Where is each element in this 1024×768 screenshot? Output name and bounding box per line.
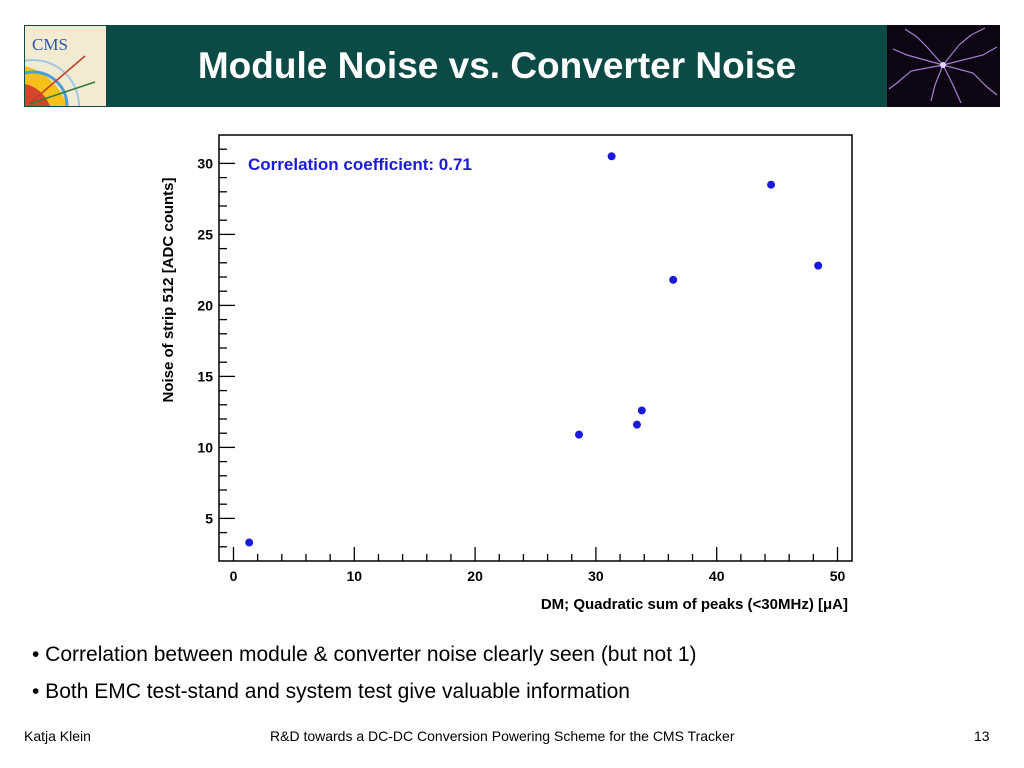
data-point xyxy=(245,538,254,547)
footer-page-number: 13 xyxy=(974,728,990,744)
page-title: Module Noise vs. Converter Noise xyxy=(197,45,797,86)
x-tick-label: 40 xyxy=(709,568,725,584)
data-point xyxy=(632,420,641,429)
x-tick-label: 10 xyxy=(347,568,363,584)
x-tick-label: 0 xyxy=(230,568,238,584)
plasma-image xyxy=(887,25,1000,107)
data-point xyxy=(574,430,583,439)
cms-logo: CMS xyxy=(24,25,107,107)
x-tick-label: 20 xyxy=(467,568,483,584)
plot-frame xyxy=(218,134,853,562)
y-tick-label: 15 xyxy=(197,368,213,384)
data-point xyxy=(814,261,823,270)
x-axis-title: DM; Quadratic sum of peaks (<30MHz) [μA] xyxy=(541,596,848,613)
title-bar: Module Noise vs. Converter Noise xyxy=(107,25,887,107)
correlation-annotation: Correlation coefficient: 0.71 xyxy=(248,155,472,174)
y-axis-title: Noise of strip 512 [ADC counts] xyxy=(160,177,177,402)
data-point xyxy=(767,180,776,189)
y-tick-label: 5 xyxy=(205,510,213,526)
cms-logo-text: CMS xyxy=(32,35,68,54)
x-tick-label: 30 xyxy=(588,568,604,584)
bullet-item: • Both EMC test-stand and system test gi… xyxy=(32,680,630,703)
footer-talk-title: R&D towards a DC-DC Conversion Powering … xyxy=(270,728,735,744)
axis-tick-labels: 0 10 20 30 40 50 5 10 15 20 25 30 xyxy=(197,155,845,584)
y-tick-label: 30 xyxy=(197,155,213,171)
x-tick-label: 50 xyxy=(830,568,846,584)
bullet-list: • Correlation between module & converter… xyxy=(32,640,697,714)
data-point xyxy=(607,152,616,161)
axis-ticks xyxy=(219,148,839,561)
y-tick-label: 25 xyxy=(197,226,213,242)
y-tick-label: 20 xyxy=(197,297,213,313)
data-point xyxy=(637,406,646,415)
data-point xyxy=(669,275,678,284)
data-points xyxy=(245,152,823,547)
y-tick-label: 10 xyxy=(197,439,213,455)
bullet-item: • Correlation between module & converter… xyxy=(32,643,697,666)
footer-author: Katja Klein xyxy=(24,728,91,744)
